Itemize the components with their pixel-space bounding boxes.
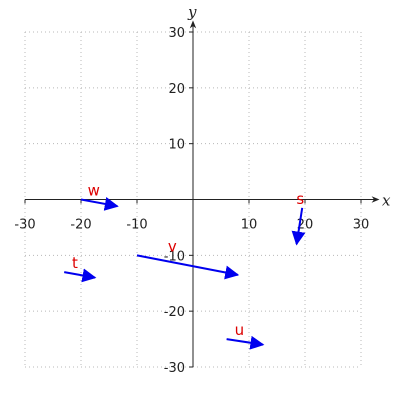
- vector-label-s: s: [296, 190, 304, 208]
- vector-label-w: w: [88, 182, 100, 200]
- vector-arrow-w: [80, 197, 119, 211]
- y-axis-label: y: [187, 3, 197, 21]
- x-tick-label: -20: [70, 218, 91, 233]
- y-tick-label: 10: [168, 138, 185, 153]
- vector-arrow-u: [226, 335, 265, 350]
- vectors: w s v t u: [64, 182, 306, 350]
- y-tick-label: 20: [168, 82, 185, 97]
- axes: [24, 20, 380, 368]
- y-tick-label: -20: [164, 305, 185, 320]
- y-tick-label: -30: [164, 361, 185, 376]
- vector-t: t: [64, 254, 97, 283]
- vector-arrow-t: [64, 268, 97, 283]
- vector-u: u: [226, 321, 265, 350]
- x-axis-label: x: [382, 192, 391, 210]
- vector-label-u: u: [235, 321, 245, 339]
- x-tick-label: -30: [14, 218, 35, 233]
- vector-label-v: v: [168, 237, 177, 255]
- vector-label-t: t: [72, 254, 78, 272]
- x-tick-label: 30: [353, 218, 370, 233]
- x-tick-label: 10: [241, 218, 258, 233]
- vector-s: s: [291, 190, 306, 246]
- y-tick-label: 30: [168, 26, 185, 41]
- vector-w: w: [80, 182, 119, 211]
- vector-arrow-s: [291, 207, 306, 246]
- x-tick-label: -10: [126, 218, 147, 233]
- vector-v: v: [136, 237, 240, 280]
- vector-arrow-v: [136, 254, 240, 280]
